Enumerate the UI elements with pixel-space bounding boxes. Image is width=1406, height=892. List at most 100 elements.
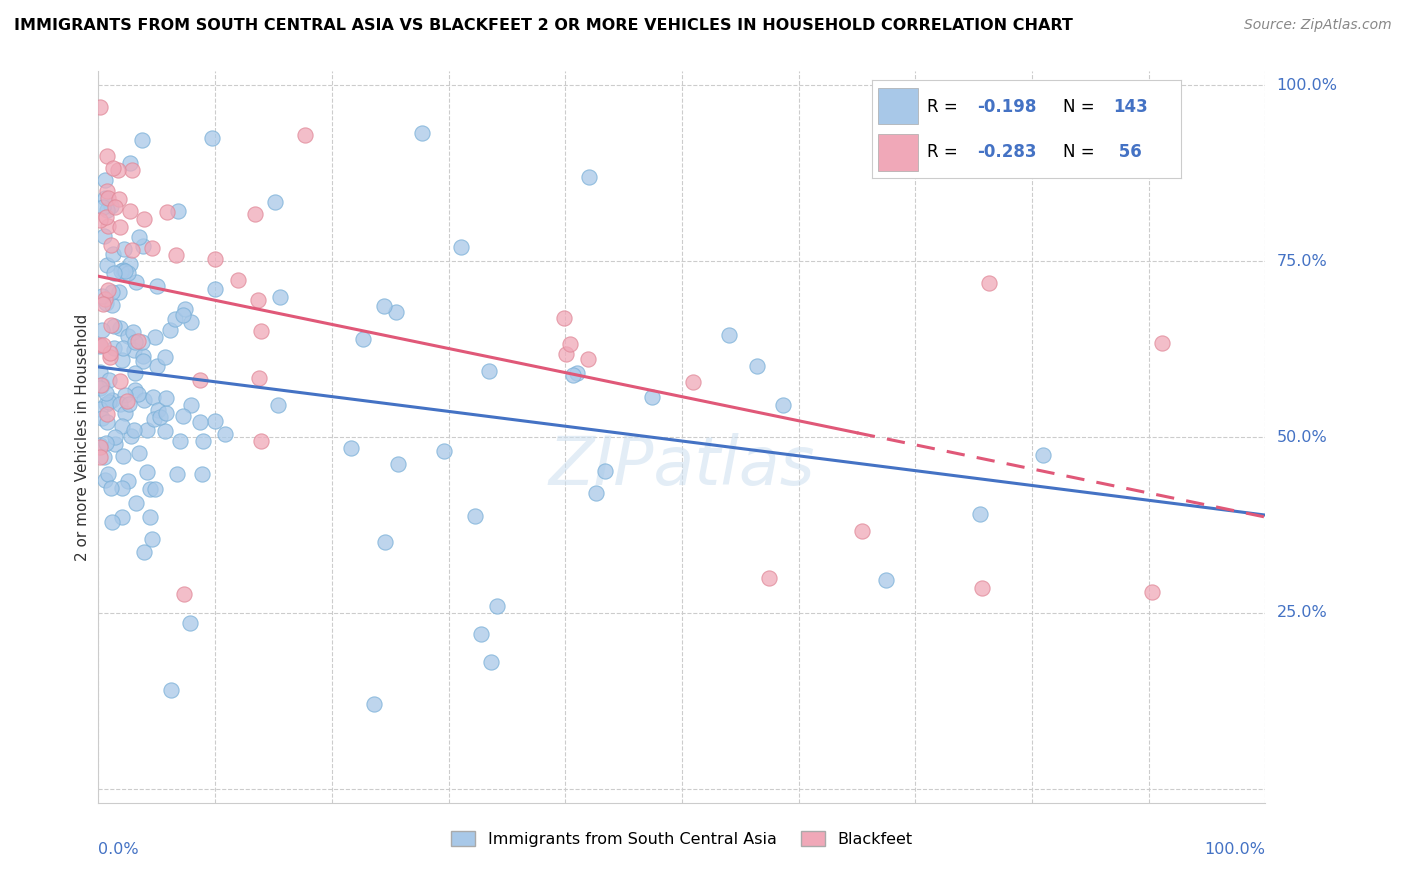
Point [127, 387, 149, 401]
Point [89, 365, 111, 379]
Point [294, 128, 316, 143]
Point [114, 387, 136, 401]
Point [132, 354, 155, 368]
Point [132, 211, 155, 226]
Point [97, 219, 120, 233]
Point [243, 207, 266, 221]
Point [204, 414, 226, 428]
Point [103, 319, 125, 334]
Point [464, 509, 486, 524]
Point [166, 467, 188, 481]
Point [120, 156, 142, 170]
Point [132, 239, 155, 253]
Point [979, 276, 1001, 290]
Legend: Immigrants from South Central Asia, Blackfeet: Immigrants from South Central Asia, Blac… [444, 825, 920, 854]
Point [124, 343, 146, 358]
Point [145, 359, 167, 373]
Point [114, 264, 136, 278]
Point [374, 535, 396, 549]
Point [89, 438, 111, 452]
Point [553, 311, 575, 326]
Point [114, 406, 136, 420]
Point [135, 423, 157, 437]
Point [97, 191, 120, 205]
Point [89, 440, 111, 454]
Point [153, 424, 176, 438]
Point [94, 210, 117, 224]
Point [718, 328, 741, 343]
Point [100, 516, 122, 530]
Text: 75.0%: 75.0% [1277, 253, 1327, 268]
Point [193, 434, 215, 448]
Point [94, 191, 117, 205]
Point [593, 464, 616, 478]
Point [89, 212, 111, 227]
Point [91, 289, 114, 303]
Point [93, 450, 115, 465]
Point [363, 698, 385, 712]
Point [149, 410, 172, 425]
Point [173, 302, 195, 317]
Point [167, 203, 190, 218]
Point [100, 481, 122, 495]
Point [578, 169, 600, 184]
Point [122, 325, 145, 339]
Point [745, 359, 768, 374]
Point [269, 290, 291, 304]
Point [91, 410, 114, 425]
Point [263, 194, 285, 209]
Point [100, 318, 122, 333]
Point [204, 283, 226, 297]
Text: 100.0%: 100.0% [1277, 78, 1337, 93]
Text: ZIPatlas: ZIPatlas [548, 434, 815, 500]
Point [107, 162, 129, 177]
Point [131, 133, 153, 147]
Point [107, 285, 129, 299]
Point [96, 184, 118, 198]
Point [142, 390, 165, 404]
Point [100, 237, 122, 252]
Point [98, 350, 121, 364]
Text: 50.0%: 50.0% [1277, 430, 1327, 444]
Point [1032, 449, 1054, 463]
Point [132, 544, 155, 558]
Point [128, 446, 150, 460]
Point [165, 247, 187, 261]
Point [124, 334, 146, 349]
Point [118, 203, 141, 218]
Point [1142, 584, 1164, 599]
Point [875, 573, 897, 587]
Point [173, 587, 195, 601]
Point [103, 266, 125, 280]
Point [250, 324, 273, 338]
Point [172, 409, 194, 423]
Point [118, 397, 141, 411]
Text: 0.0%: 0.0% [98, 842, 139, 856]
Point [121, 243, 143, 257]
Point [554, 346, 576, 360]
Point [111, 352, 134, 367]
Point [758, 571, 780, 585]
Point [266, 398, 288, 412]
Point [98, 345, 121, 359]
Point [94, 385, 117, 400]
Point [146, 403, 169, 417]
Point [214, 427, 236, 442]
Text: -0.283: -0.283 [977, 143, 1036, 161]
Point [120, 257, 142, 271]
Text: 143: 143 [1114, 98, 1147, 116]
Point [204, 252, 226, 266]
Point [127, 334, 149, 349]
Point [682, 375, 704, 389]
Point [96, 259, 118, 273]
FancyBboxPatch shape [877, 88, 918, 124]
Point [91, 338, 114, 352]
Text: Source: ZipAtlas.com: Source: ZipAtlas.com [1244, 18, 1392, 32]
Point [156, 205, 179, 219]
Point [246, 293, 269, 308]
Point [641, 390, 664, 404]
Point [138, 509, 160, 524]
Point [470, 627, 492, 641]
Point [201, 130, 224, 145]
Point [478, 364, 501, 378]
